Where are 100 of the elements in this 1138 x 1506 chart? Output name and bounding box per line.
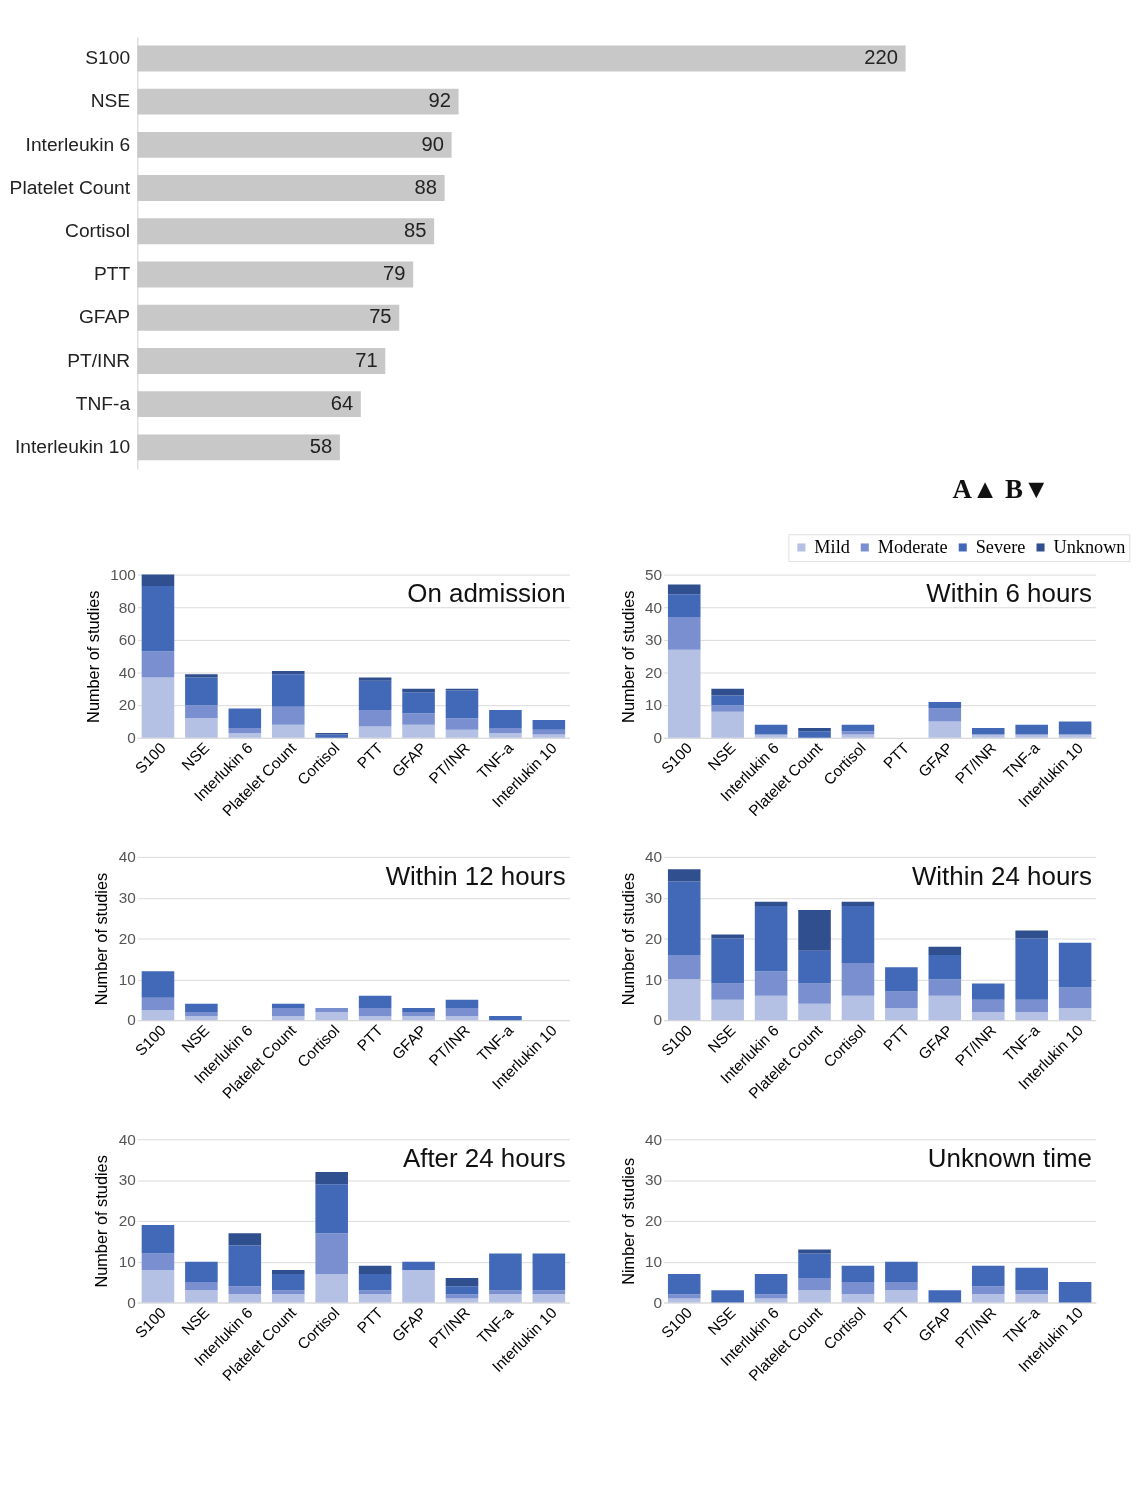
bar bbox=[402, 692, 435, 714]
y-tick-label: 40 bbox=[118, 1130, 136, 1148]
chart-title: Unknown time bbox=[927, 1144, 1092, 1173]
bar bbox=[1015, 999, 1048, 1013]
bar bbox=[841, 1265, 875, 1283]
bar bbox=[358, 710, 392, 727]
bar bbox=[971, 1012, 1005, 1021]
bar bbox=[271, 1003, 305, 1008]
y-axis-title: Number of studies bbox=[83, 590, 102, 723]
bar bbox=[1015, 1012, 1048, 1021]
bar bbox=[667, 1273, 701, 1295]
bar bbox=[185, 677, 218, 706]
y-axis-title: Number of studies bbox=[618, 872, 637, 1006]
chart-title: On admission bbox=[407, 579, 566, 608]
bar bbox=[1015, 1290, 1048, 1295]
bar bbox=[141, 586, 175, 652]
y-tick-label: 50 bbox=[645, 565, 663, 583]
bar bbox=[841, 963, 875, 996]
bar bbox=[754, 901, 788, 906]
legend-label: Mild bbox=[814, 537, 850, 558]
bar bbox=[141, 971, 175, 998]
bar bbox=[358, 1016, 392, 1021]
bar bbox=[928, 979, 962, 996]
bar bbox=[358, 1294, 392, 1303]
bar bbox=[315, 1007, 348, 1013]
y-tick-label: 30 bbox=[645, 631, 663, 649]
y-tick-label: 0 bbox=[127, 729, 136, 747]
y-axis-title: Number of studies bbox=[92, 1155, 111, 1288]
bar bbox=[445, 1278, 479, 1287]
data-label: 79 bbox=[383, 262, 406, 285]
y-tick-label: 0 bbox=[127, 1293, 136, 1311]
bar bbox=[315, 1171, 348, 1185]
bar bbox=[667, 979, 701, 1021]
bar bbox=[271, 1294, 305, 1303]
y-tick-label: 10 bbox=[645, 696, 663, 714]
bar bbox=[667, 1294, 701, 1299]
bar bbox=[1015, 930, 1048, 939]
legend-label: Severe bbox=[975, 537, 1026, 558]
bar bbox=[667, 881, 701, 955]
bar bbox=[445, 999, 479, 1008]
data-label: 75 bbox=[369, 305, 392, 328]
y-tick-label: 10 bbox=[645, 970, 663, 988]
bar bbox=[1015, 1294, 1048, 1303]
y-axis-title: Number of studies bbox=[618, 590, 637, 723]
bar bbox=[489, 728, 522, 733]
bar bbox=[445, 690, 479, 719]
bar bbox=[1058, 987, 1092, 1008]
bar bbox=[711, 938, 744, 984]
bar bbox=[141, 997, 175, 1010]
bar bbox=[315, 1012, 348, 1021]
bar bbox=[798, 728, 831, 732]
bar bbox=[445, 1298, 479, 1303]
bar bbox=[928, 954, 962, 980]
bar bbox=[841, 1294, 875, 1303]
y-tick-label: 40 bbox=[645, 848, 663, 866]
bar bbox=[754, 995, 788, 1021]
bar bbox=[928, 701, 962, 709]
bar bbox=[532, 734, 566, 738]
bar bbox=[667, 649, 701, 738]
bar bbox=[885, 1007, 918, 1021]
bar bbox=[667, 584, 701, 595]
bar bbox=[489, 1016, 522, 1021]
y-tick-label: 20 bbox=[118, 696, 136, 714]
y-tick-label: 20 bbox=[118, 929, 136, 947]
bar bbox=[1058, 734, 1092, 738]
bar bbox=[711, 999, 744, 1021]
bar bbox=[271, 1290, 305, 1295]
bar bbox=[358, 1007, 392, 1017]
bar bbox=[358, 680, 392, 711]
bar bbox=[185, 718, 218, 738]
bar bbox=[445, 1286, 479, 1295]
bar bbox=[228, 1294, 262, 1303]
bar bbox=[228, 1245, 262, 1287]
data-label: 85 bbox=[404, 219, 427, 242]
bar bbox=[971, 983, 1005, 1000]
bar bbox=[798, 909, 831, 951]
y-tick-label: 0 bbox=[127, 1011, 136, 1029]
bar bbox=[358, 677, 392, 681]
bar bbox=[928, 946, 962, 955]
bar bbox=[141, 1224, 175, 1254]
bar bbox=[711, 688, 744, 696]
bar bbox=[711, 983, 744, 1000]
bar bbox=[841, 905, 875, 964]
data-label: 88 bbox=[414, 175, 437, 198]
bar bbox=[754, 724, 788, 735]
y-tick-label: 20 bbox=[645, 663, 663, 681]
bar bbox=[185, 1290, 218, 1303]
bar bbox=[798, 1278, 831, 1291]
bar bbox=[754, 734, 788, 738]
bar bbox=[667, 1298, 701, 1303]
bar bbox=[402, 688, 435, 693]
bar bbox=[798, 1253, 831, 1279]
bar bbox=[532, 729, 566, 735]
y-tick-label: 30 bbox=[645, 889, 663, 907]
bar bbox=[141, 1253, 175, 1270]
bar bbox=[885, 1261, 918, 1283]
y-tick-label: Cortisol bbox=[65, 220, 131, 242]
bar bbox=[1015, 734, 1048, 738]
bar bbox=[841, 1282, 875, 1295]
bar bbox=[532, 719, 566, 730]
